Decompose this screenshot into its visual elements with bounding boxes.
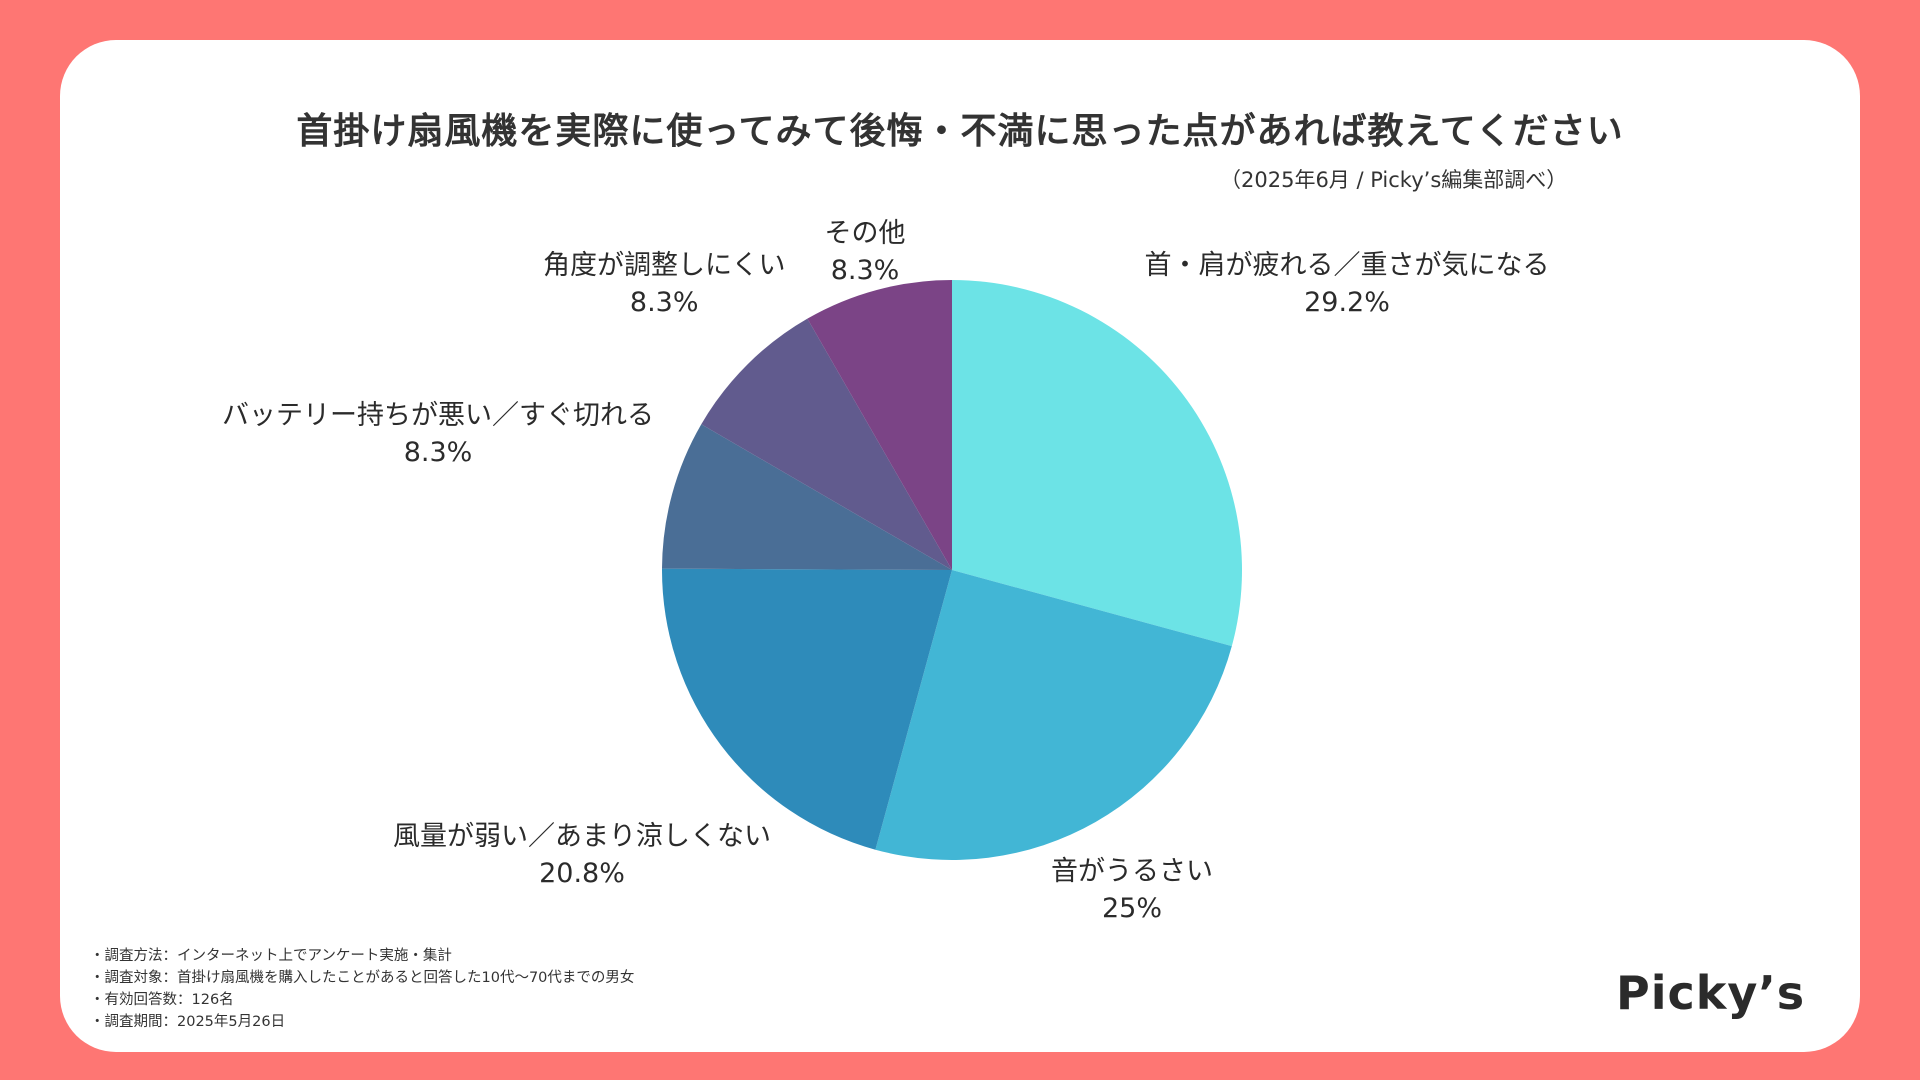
slice-label: 風量が弱い／あまり涼しくない 20.8% xyxy=(393,818,771,892)
note-method: ・調査方法：インターネット上でアンケート実施・集計 xyxy=(90,948,452,964)
pie-slice xyxy=(875,570,1232,860)
card: 首掛け扇風機を実際に使ってみて後悔・不満に思った点があれば教えてください （20… xyxy=(60,40,1860,1052)
survey-notes: ・調査方法：インターネット上でアンケート実施・集計 ・調査対象：首掛け扇風機を購… xyxy=(90,945,634,1033)
slice-label-text: 風量が弱い／あまり涼しくない xyxy=(393,821,771,852)
slice-label-value: 20.8% xyxy=(539,858,625,889)
slice-label-text: その他 xyxy=(824,218,906,249)
slice-label-value: 25% xyxy=(1101,893,1162,924)
slice-label: バッテリー持ちが悪い／すぐ切れる 8.3% xyxy=(222,397,654,471)
pie-slice xyxy=(661,568,952,850)
slice-label-text: 首・肩が疲れる／重さが気になる xyxy=(1144,250,1550,281)
slice-label-value: 29.2% xyxy=(1304,287,1390,318)
pie-slice xyxy=(662,424,952,570)
pie-slice xyxy=(952,280,1242,647)
slice-label-text: 角度が調整しにくい xyxy=(543,250,786,281)
slice-label: 音がうるさい 25% xyxy=(1051,853,1213,927)
pie-slice xyxy=(701,318,952,570)
picky-s-logo: Picky’s xyxy=(1616,966,1806,1020)
pie-chart xyxy=(661,280,1242,860)
chart-subtitle: （2025年6月 / Picky’s編集部調べ） xyxy=(1220,168,1568,192)
note-responses: ・有効回答数：126名 xyxy=(90,992,234,1008)
note-target: ・調査対象：首掛け扇風機を購入したことがあると回答した10代〜70代までの男女 xyxy=(90,970,635,986)
slice-label-value: 8.3% xyxy=(403,437,473,468)
chart-title: 首掛け扇風機を実際に使ってみて後悔・不満に思った点があれば教えてください xyxy=(296,111,1624,152)
slice-label-value: 8.3% xyxy=(830,255,900,286)
slice-label-text: 音がうるさい xyxy=(1051,856,1213,887)
slice-label: その他 8.3% xyxy=(825,215,906,289)
slice-label-text: バッテリー持ちが悪い／すぐ切れる xyxy=(222,400,654,431)
slice-label: 角度が調整しにくい 8.3% xyxy=(543,247,785,321)
slice-label-value: 8.3% xyxy=(629,287,699,318)
note-period: ・調査期間：2025年5月26日 xyxy=(90,1014,286,1030)
slice-label: 首・肩が疲れる／重さが気になる 29.2% xyxy=(1145,247,1550,321)
pie-slice xyxy=(807,280,952,570)
